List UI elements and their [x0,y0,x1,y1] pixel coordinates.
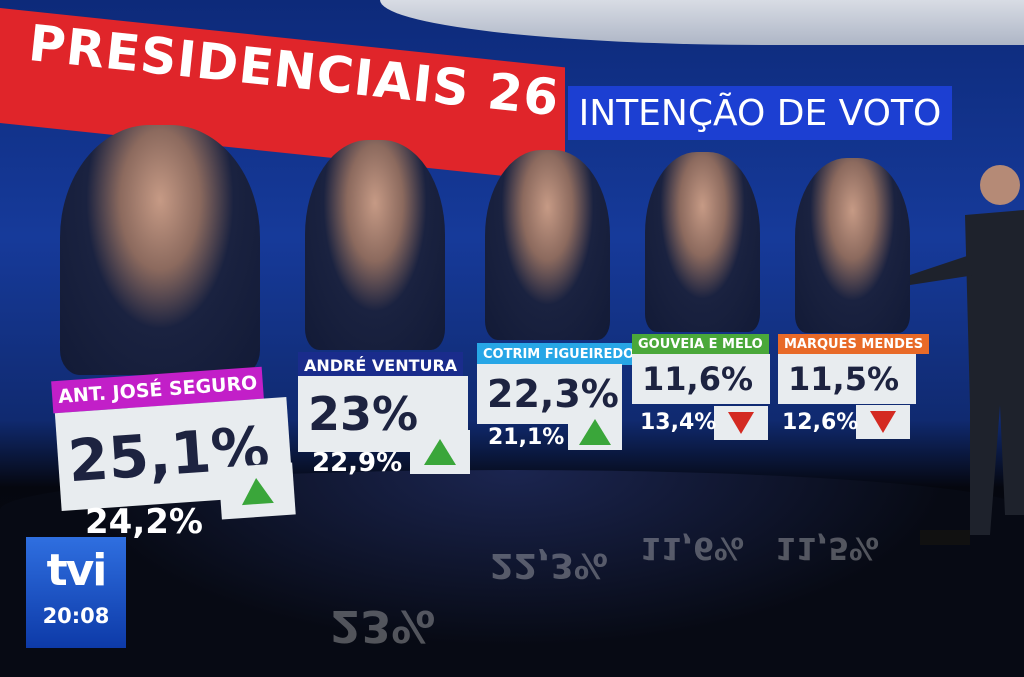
trend-box [410,430,470,474]
current-value: 11,6% [632,354,770,404]
candidate-photo-seguro [60,125,260,375]
trend-box [856,405,910,439]
trend-box [714,406,768,440]
trend-box [568,414,622,450]
reflection-cotrim: 22,3% [490,545,608,585]
current-value: 22,3% [477,364,622,424]
candidate-photo-cotrim [485,150,610,340]
candidate-name: ANDRÉ VENTURA [298,352,464,378]
tvi-logo: tvi [46,545,108,596]
channel-logo: tvi 20:08 [26,537,126,648]
broadcast-time: 20:08 [42,604,110,628]
reflection-ventura: 23% [330,600,436,651]
previous-value: 21,1% [488,425,565,450]
previous-value: 24,2% [85,502,203,542]
candidate-photo-gouveia [645,152,760,332]
arrow-up-icon [240,476,274,506]
candidate-name: COTRIM FIGUEIREDO [477,343,641,365]
arrow-up-icon [424,439,456,465]
candidate-photo-ventura [305,140,445,350]
studio-ceiling [380,0,1024,45]
arrow-down-icon [870,411,896,433]
subtitle: INTENÇÃO DE VOTO [568,86,952,140]
studio-floor-reflection [0,470,1024,677]
candidate-photo-mendes [795,158,910,333]
current-value: 11,5% [778,354,916,404]
presenter [910,165,1024,545]
trend-box [218,462,296,520]
arrow-down-icon [728,412,754,434]
previous-value: 13,4% [640,410,717,435]
previous-value: 12,6% [782,410,859,435]
candidate-name: MARQUES MENDES [778,334,930,354]
arrow-up-icon [579,419,611,445]
candidate-name: GOUVEIA E MELO [632,334,769,354]
previous-value: 22,9% [312,448,403,478]
reflection-mendes: 11,5% [775,530,880,565]
reflection-gouveia: 11,6% [640,530,745,565]
